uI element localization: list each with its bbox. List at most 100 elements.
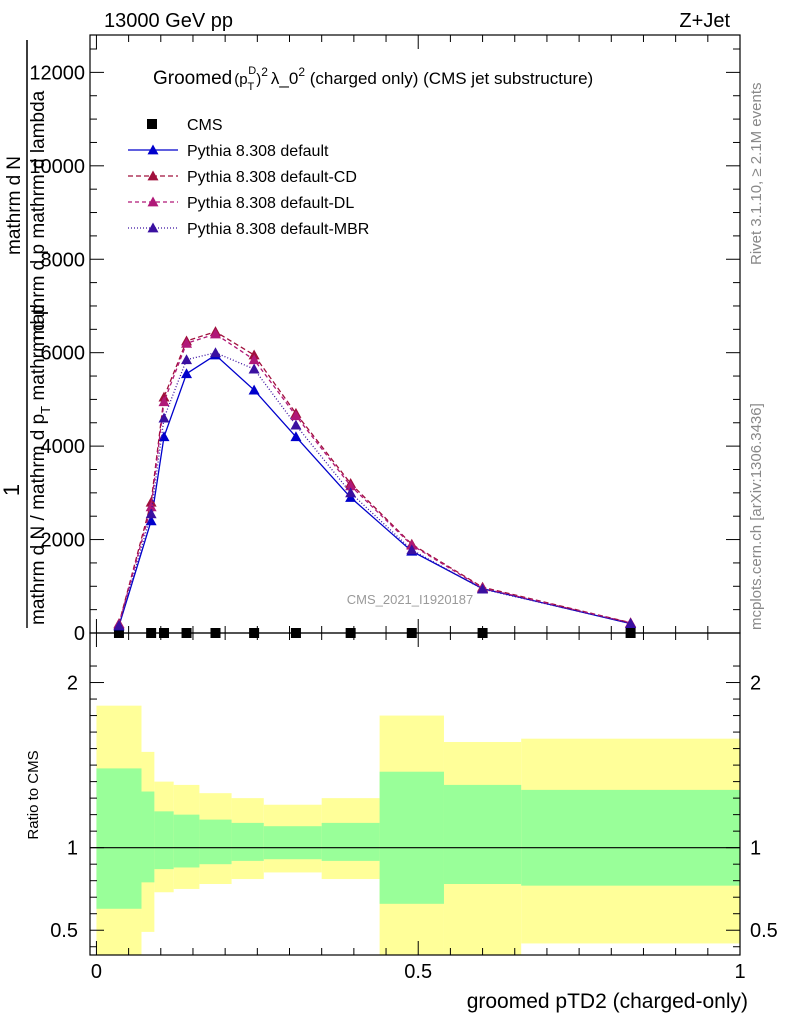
ratio-band-inner	[321, 822, 380, 861]
xtick-label: 0.5	[404, 961, 432, 983]
legend-item: Pythia 8.308 default-CD	[128, 169, 357, 186]
series-marker	[290, 431, 302, 442]
series-3	[113, 328, 637, 629]
series-line	[118, 354, 631, 627]
xtick-label: 1	[734, 961, 745, 983]
title-groomed: Groomed	[153, 68, 232, 89]
title-sub: T	[248, 81, 255, 93]
main-ytick-label: 10000	[29, 156, 85, 178]
series-marker	[290, 410, 302, 421]
series-marker	[113, 620, 125, 630]
main-axis-ticks: 0 2000 4000 6000 8000 10000 12000	[29, 35, 741, 645]
main-ytick-label: 12000	[29, 62, 85, 84]
series-marker	[477, 583, 489, 594]
legend-marker	[147, 119, 157, 129]
legend-label: Pythia 8.308 default-MBR	[187, 221, 369, 238]
legend-item: Pythia 8.308 default	[128, 143, 329, 160]
ratio-band-inner	[199, 819, 232, 865]
series-1	[113, 349, 637, 631]
legend-item: CMS	[147, 117, 223, 134]
ratio-band-inner	[443, 784, 522, 884]
header-right: Z+Jet	[679, 10, 730, 32]
main-ytick-label: 6000	[41, 343, 86, 365]
legend-item: Pythia 8.308 default-DL	[128, 195, 354, 212]
series-line	[118, 333, 631, 625]
ratio-band-inner	[154, 811, 174, 870]
ratio-ytick-label-right: 1	[750, 838, 761, 860]
ratio-ytick-label: 1	[67, 838, 78, 860]
series-line	[118, 352, 631, 626]
title-sup: D	[248, 65, 256, 77]
watermark: CMS_2021_I1920187	[347, 592, 474, 607]
title-close: )	[256, 71, 261, 88]
series-marker	[625, 617, 637, 628]
series-marker	[209, 347, 221, 358]
series-marker	[181, 368, 193, 379]
series-4	[113, 347, 637, 630]
ratio-axis-ticks: 0.5 0.51 12 20 0.5 1	[50, 633, 778, 983]
series-marker	[345, 487, 357, 498]
main-ytick-label: 8000	[41, 249, 86, 271]
series-marker	[181, 354, 193, 365]
ylabel-numerator: mathrm dN	[4, 156, 25, 255]
rivet-info: Rivet 3.1.10, ≥ 2.1M events	[748, 83, 765, 266]
header-left: 13000 GeV pp	[104, 10, 233, 32]
series-marker	[145, 501, 157, 512]
ylabel-denominator: mathrm d N / mathrm d pT mathrm d p	[28, 305, 53, 626]
ratio-panel: 0.5 0.51 12 20 0.5 1 Ratio to CMS groomed pTD…	[25, 632, 778, 1013]
ylabel-one: 1	[0, 484, 24, 496]
title-sq: 2	[261, 65, 268, 79]
legend-marker	[147, 222, 159, 233]
ratio-band-inner	[96, 768, 142, 909]
mcplots-info: mcplots.cern.ch [arXiv:1306.3436]	[748, 403, 765, 630]
ratio-ytick-label: 0.5	[50, 920, 78, 942]
series-marker	[158, 412, 170, 423]
legend-label: Pythia 8.308 default-DL	[187, 195, 354, 212]
main-panel: 0 2000 4000 6000 8000 10000 12000 CMS_2021_I19…	[0, 34, 741, 645]
series-marker	[181, 337, 193, 348]
title-sq2: 2	[298, 65, 305, 79]
legend-label: CMS	[187, 117, 223, 134]
series-marker	[145, 508, 157, 519]
ratio-band-inner	[379, 771, 444, 904]
legend: CMS Pythia 8.308 default Pythia 8.308 defa…	[128, 117, 369, 238]
title-lambda: λ_0	[271, 69, 298, 88]
main-ylabel: 1 mathrm d N / mathrm d pT mathrm d p ma…	[0, 40, 53, 628]
series-marker	[145, 515, 157, 526]
title-paren: (p	[234, 71, 247, 88]
svg-text:Groomed(pTD)2λ_02 (charged on: Groomed (pTD)2 λ_02 (charged only) (CMS je…	[153, 65, 593, 93]
main-ytick-label: 2000	[41, 530, 86, 552]
ratio-band-inner	[521, 789, 740, 886]
series-marker	[290, 419, 302, 430]
ratio-ylabel: Ratio to CMS	[25, 750, 42, 839]
legend-marker	[147, 144, 159, 155]
series-marker	[158, 396, 170, 407]
ratio-ytick-label-right: 0.5	[750, 920, 778, 942]
series-2	[113, 326, 637, 629]
title-rest: (charged only) (CMS jet substructure)	[305, 69, 593, 88]
main-ytick-label: 0	[74, 623, 85, 645]
ratio-band-inner	[141, 791, 155, 883]
main-ytick-label: 4000	[41, 436, 86, 458]
legend-label: Pythia 8.308 default-CD	[187, 169, 357, 186]
ratio-bands	[90, 705, 740, 955]
legend-item: Pythia 8.308 default-MBR	[128, 221, 369, 238]
ratio-frame	[89, 632, 741, 956]
series-marker	[345, 480, 357, 491]
legend-label: Pythia 8.308 default	[187, 143, 329, 160]
ratio-band-inner	[173, 814, 200, 868]
series-line	[118, 330, 631, 624]
ratio-band-inner	[263, 826, 322, 860]
main-series	[113, 326, 637, 638]
xlabel: groomed pTD2 (charged-only)	[467, 990, 748, 1013]
xtick-label: 0	[91, 961, 102, 983]
series-marker	[248, 363, 260, 374]
series-marker	[248, 354, 260, 365]
main-title: Groomed (pTD)2 λ_02 (charged only) (CMS je…	[153, 65, 593, 93]
series-marker	[209, 328, 221, 339]
series-marker	[406, 544, 418, 555]
ylabel-right: mathrm d p mathrm d lambda	[28, 90, 49, 340]
legend-marker	[147, 196, 159, 207]
legend-marker	[147, 170, 159, 181]
